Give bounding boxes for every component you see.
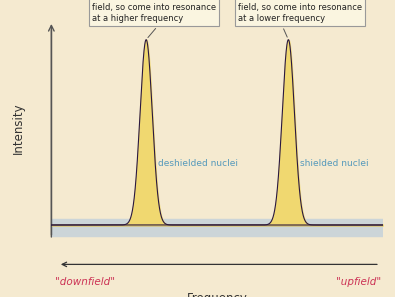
Text: Frequency: Frequency xyxy=(187,292,248,297)
Text: shielded nuclei: shielded nuclei xyxy=(300,159,369,168)
Text: deshielded nuclei: deshielded nuclei xyxy=(158,159,238,168)
Text: these protons sense a
smaller effective magnetic
field, so come into resonance
a: these protons sense a smaller effective … xyxy=(237,0,362,37)
Text: "downfield": "downfield" xyxy=(55,277,115,287)
Bar xyxy=(51,219,383,236)
Text: Intensity: Intensity xyxy=(12,102,24,154)
Text: these protons sense a
larger effective magnetic
field, so come into resonance
at: these protons sense a larger effective m… xyxy=(92,0,216,37)
Text: "upfield": "upfield" xyxy=(337,277,382,287)
